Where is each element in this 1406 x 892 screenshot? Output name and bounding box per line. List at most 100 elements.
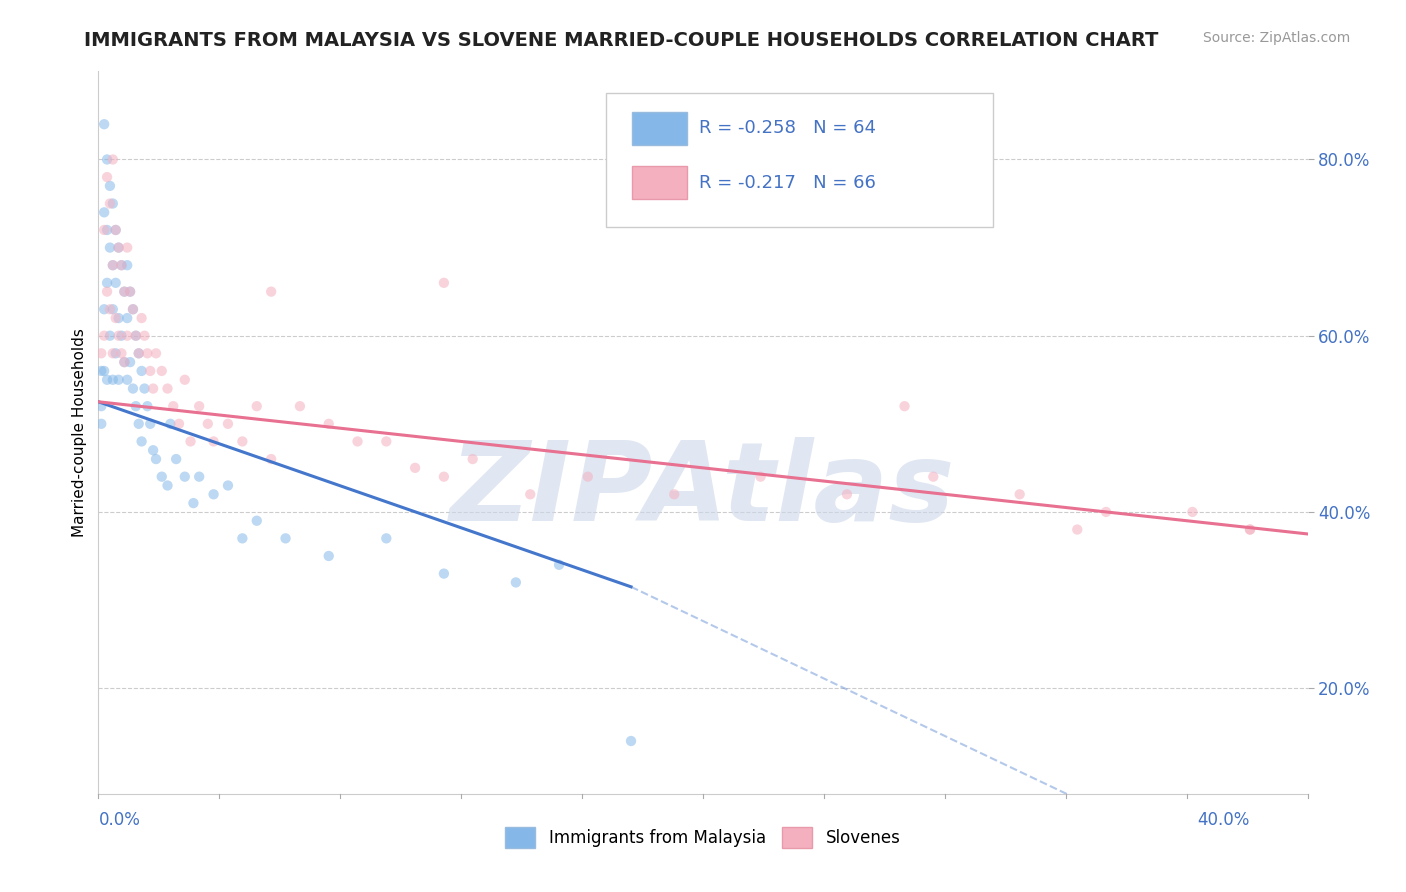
Point xyxy=(120,355,142,369)
Point xyxy=(1008,487,1031,501)
Text: ZIPAtlas: ZIPAtlas xyxy=(450,437,956,544)
Point xyxy=(288,399,311,413)
Point xyxy=(131,364,153,378)
Point xyxy=(173,373,195,387)
Point xyxy=(165,452,187,467)
Point xyxy=(104,276,127,290)
Point xyxy=(231,434,253,449)
Point xyxy=(93,364,115,378)
Point xyxy=(131,434,153,449)
Point xyxy=(120,285,142,299)
Point xyxy=(115,373,138,387)
Point xyxy=(90,399,112,413)
FancyBboxPatch shape xyxy=(631,166,688,199)
Point xyxy=(101,373,124,387)
Point xyxy=(101,258,124,272)
Point xyxy=(183,496,205,510)
Y-axis label: Married-couple Households: Married-couple Households xyxy=(72,328,87,537)
Point xyxy=(173,469,195,483)
Point xyxy=(231,532,253,546)
Point xyxy=(519,487,541,501)
Point xyxy=(107,311,129,326)
Point xyxy=(107,373,129,387)
Point xyxy=(131,311,153,326)
Point xyxy=(101,196,124,211)
Point xyxy=(139,417,162,431)
Point xyxy=(375,434,398,449)
Point xyxy=(101,153,124,167)
Point xyxy=(125,328,148,343)
Point xyxy=(93,117,115,131)
Point xyxy=(150,364,173,378)
Point xyxy=(136,399,159,413)
Point xyxy=(246,514,269,528)
FancyBboxPatch shape xyxy=(606,93,993,227)
Point xyxy=(318,549,340,563)
Point xyxy=(145,346,167,360)
Point xyxy=(128,417,150,431)
Point xyxy=(110,328,132,343)
Text: 0.0%: 0.0% xyxy=(98,811,141,829)
Point xyxy=(150,469,173,483)
Point xyxy=(749,469,772,483)
Point xyxy=(128,346,150,360)
Text: R = -0.258   N = 64: R = -0.258 N = 64 xyxy=(699,119,876,136)
Point xyxy=(101,346,124,360)
Point xyxy=(107,328,129,343)
Point xyxy=(115,241,138,255)
Point xyxy=(98,302,121,317)
Point xyxy=(101,302,124,317)
Point xyxy=(134,382,156,396)
Point xyxy=(120,285,142,299)
Point xyxy=(96,153,118,167)
Point xyxy=(122,302,145,317)
Point xyxy=(202,434,225,449)
Point xyxy=(93,205,115,219)
Point xyxy=(110,346,132,360)
Point xyxy=(115,311,138,326)
Point xyxy=(404,461,426,475)
Point xyxy=(274,532,297,546)
Point xyxy=(197,417,219,431)
Text: IMMIGRANTS FROM MALAYSIA VS SLOVENE MARRIED-COUPLE HOUSEHOLDS CORRELATION CHART: IMMIGRANTS FROM MALAYSIA VS SLOVENE MARR… xyxy=(84,31,1159,50)
Point xyxy=(98,241,121,255)
Point xyxy=(835,487,858,501)
Point xyxy=(93,328,115,343)
Point xyxy=(107,241,129,255)
Point xyxy=(142,443,165,458)
Point xyxy=(576,469,599,483)
Point xyxy=(104,346,127,360)
Text: 40.0%: 40.0% xyxy=(1198,811,1250,829)
Point xyxy=(142,382,165,396)
Point xyxy=(112,355,135,369)
Point xyxy=(104,223,127,237)
Point xyxy=(98,178,121,193)
Point xyxy=(101,258,124,272)
Point xyxy=(96,223,118,237)
Point xyxy=(125,328,148,343)
Point xyxy=(90,417,112,431)
Point xyxy=(1066,523,1088,537)
Point xyxy=(318,417,340,431)
Point xyxy=(375,532,398,546)
Point xyxy=(104,311,127,326)
Point xyxy=(115,328,138,343)
Point xyxy=(125,399,148,413)
Point xyxy=(93,302,115,317)
Point xyxy=(620,734,643,748)
Point xyxy=(90,346,112,360)
Point xyxy=(96,276,118,290)
Legend: Immigrants from Malaysia, Slovenes: Immigrants from Malaysia, Slovenes xyxy=(499,821,907,855)
Point xyxy=(202,487,225,501)
Point xyxy=(180,434,202,449)
Point xyxy=(112,285,135,299)
Point xyxy=(505,575,527,590)
Text: R = -0.217   N = 66: R = -0.217 N = 66 xyxy=(699,174,876,192)
Point xyxy=(134,328,156,343)
Point xyxy=(1239,523,1261,537)
Point xyxy=(122,302,145,317)
Point xyxy=(1181,505,1204,519)
Point xyxy=(112,285,135,299)
Point xyxy=(110,258,132,272)
Point xyxy=(922,469,945,483)
